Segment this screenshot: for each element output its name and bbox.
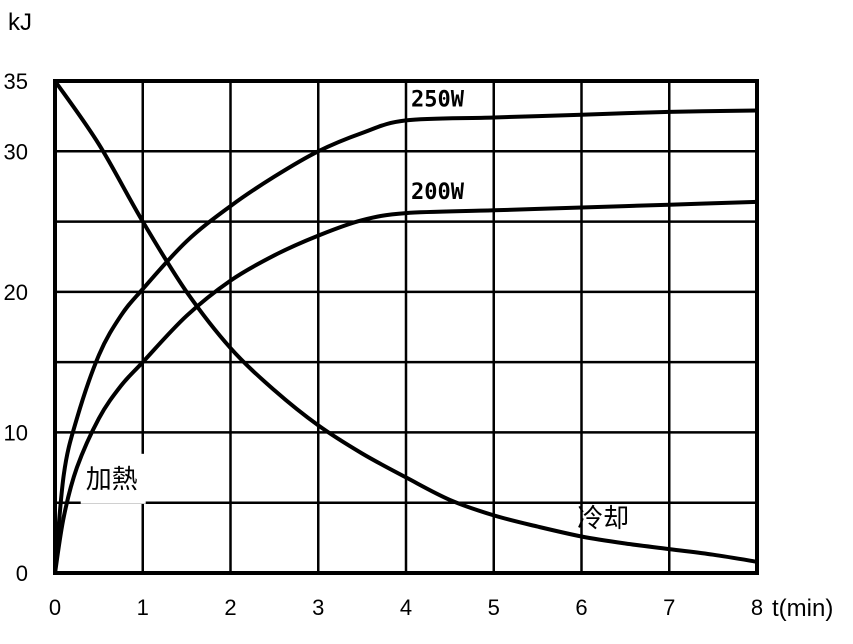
x-tick-label: 0 xyxy=(49,595,61,620)
series-label-1: 200W xyxy=(411,180,465,205)
series-group xyxy=(53,79,758,574)
x-tick-label: 6 xyxy=(575,595,587,620)
y-axis-label: kJ xyxy=(8,9,32,36)
grid xyxy=(55,81,757,573)
x-tick-label: 1 xyxy=(137,595,149,620)
annotation-1: 冷却 xyxy=(577,504,629,534)
annotation-backdrop xyxy=(80,453,146,504)
x-tick-label: 8 xyxy=(751,595,763,620)
y-tick-label: 10 xyxy=(4,420,28,445)
y-tick-label: 30 xyxy=(4,139,28,164)
y-tick-label: 0 xyxy=(16,561,28,586)
x-tick-label: 5 xyxy=(488,595,500,620)
y-tick-label: 35 xyxy=(4,69,28,94)
tick-labels: 0 1 2 3 4 5 6 7 8 0 10 20 30 35 xyxy=(4,69,764,620)
series-labels: 250W 200W xyxy=(411,87,465,205)
x-tick-label: 3 xyxy=(312,595,324,620)
x-axis-label: t(min) xyxy=(772,595,833,622)
series-line-2 xyxy=(53,79,758,564)
y-tick-label: 20 xyxy=(4,280,28,305)
x-tick-label: 2 xyxy=(224,595,236,620)
series-line-0 xyxy=(53,108,758,574)
annotation-0: 加熱 xyxy=(86,465,138,495)
x-tick-label: 7 xyxy=(663,595,675,620)
series-label-0: 250W xyxy=(411,87,465,112)
plot-border xyxy=(53,79,759,575)
x-tick-label: 4 xyxy=(400,595,412,620)
series-line-1 xyxy=(53,199,758,574)
plot-frame xyxy=(53,79,759,575)
